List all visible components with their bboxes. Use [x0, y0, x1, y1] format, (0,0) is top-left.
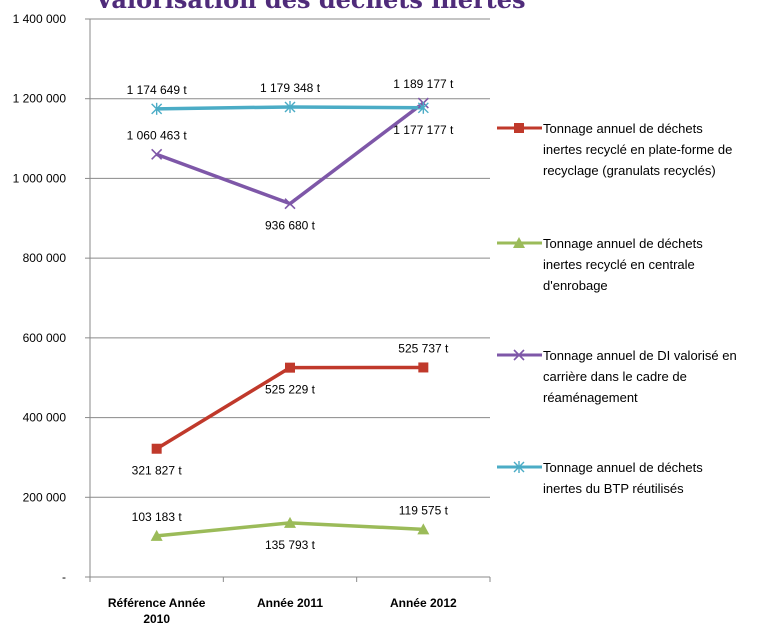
- legend-label: Tonnage annuel de DI valorisé en: [543, 348, 737, 363]
- y-tick-label: 1 400 000: [13, 12, 67, 26]
- data-point-marker: [284, 198, 296, 210]
- data-point-marker: [284, 516, 296, 528]
- legend-label: réaménagement: [543, 390, 638, 405]
- data-label: 1 060 463 t: [127, 128, 188, 142]
- legend-label: inertes recyclé en plate-forme de: [543, 142, 732, 157]
- marker-stroke: [284, 198, 296, 210]
- legend-entry: Tonnage annuel de déchets inertes du BTP …: [497, 460, 703, 496]
- marker-stroke: [513, 349, 525, 361]
- data-label: 135 793 t: [265, 538, 316, 552]
- legend-label: Tonnage annuel de déchets: [543, 121, 703, 136]
- legend-label: Tonnage annuel de déchets: [543, 460, 703, 475]
- data-label: 525 737 t: [398, 341, 449, 355]
- data-point-marker: [417, 101, 429, 114]
- data-label: 1 189 177 t: [393, 77, 454, 91]
- data-label: 525 229 t: [265, 383, 316, 397]
- y-tick-label: 600 000: [23, 331, 67, 345]
- data-point-marker: [417, 523, 430, 535]
- y-tick-label: -: [62, 570, 66, 584]
- legend-entry: Tonnage annuel de DI valorisé en carrière…: [497, 348, 737, 405]
- legend: Tonnage annuel de déchets inertes recyclé…: [497, 121, 737, 496]
- marker-stroke: [151, 148, 163, 160]
- data-point-marker: [151, 148, 163, 160]
- y-tick-label: 800 000: [23, 251, 67, 265]
- data-label: 1 179 348 t: [260, 81, 321, 95]
- data-point-marker: [151, 443, 162, 454]
- axes: - 200 000 400 000 600 000 800 000 1 000 000 1 …: [13, 12, 491, 625]
- data-label: 936 680 t: [265, 219, 316, 233]
- legend-label: inertes recyclé en centrale: [543, 257, 695, 272]
- data-point-marker: [285, 362, 295, 373]
- data-point-marker: [513, 349, 525, 361]
- data-label: 119 575 t: [399, 503, 449, 517]
- legend-label: carrière dans le cadre de: [543, 369, 687, 384]
- data-point-marker: [513, 461, 525, 473]
- legend-label: Tonnage annuel de déchets: [543, 236, 703, 251]
- y-tick-label: 1 000 000: [13, 171, 67, 185]
- series-markers: [150, 97, 430, 541]
- data-point-marker: [418, 362, 429, 373]
- data-label: 103 183 t: [132, 510, 183, 524]
- legend-label: inertes du BTP réutilisés: [543, 481, 684, 496]
- x-category-label: Année 2011: [257, 596, 323, 610]
- series-line: [155, 365, 424, 451]
- data-labels: 321 827 t 525 229 t 525 737 t 103 183 t 135 …: [127, 77, 454, 552]
- legend-entry: Tonnage annuel de déchets inertes recyclé…: [497, 236, 703, 293]
- chart-title: Valorisation des déchets inertes: [94, 0, 526, 14]
- data-point-marker: [513, 237, 525, 248]
- data-label: 1 177 177 t: [393, 123, 454, 137]
- data-point-marker: [151, 102, 163, 115]
- legend-label: recyclage (granulats recyclés): [543, 163, 716, 178]
- y-tick-label: 200 000: [23, 490, 67, 504]
- data-point-marker: [514, 123, 524, 133]
- y-tick-label: 400 000: [23, 411, 67, 425]
- legend-entry: Tonnage annuel de déchets inertes recyclé…: [497, 121, 732, 178]
- gridlines: [90, 18, 490, 498]
- x-category-label: Référence Année: [108, 596, 206, 610]
- data-label: 321 827 t: [132, 464, 183, 478]
- legend-label: d'enrobage: [543, 278, 608, 293]
- data-label: 1 174 649 t: [127, 83, 188, 97]
- x-category-label: 2010: [143, 612, 170, 625]
- series-line: [156, 101, 425, 206]
- data-point-marker: [150, 529, 163, 541]
- data-point-marker: [284, 100, 296, 113]
- x-category-label: Année 2012: [390, 596, 457, 610]
- series-lines: [155, 101, 425, 538]
- y-tick-label: 1 200 000: [13, 92, 67, 106]
